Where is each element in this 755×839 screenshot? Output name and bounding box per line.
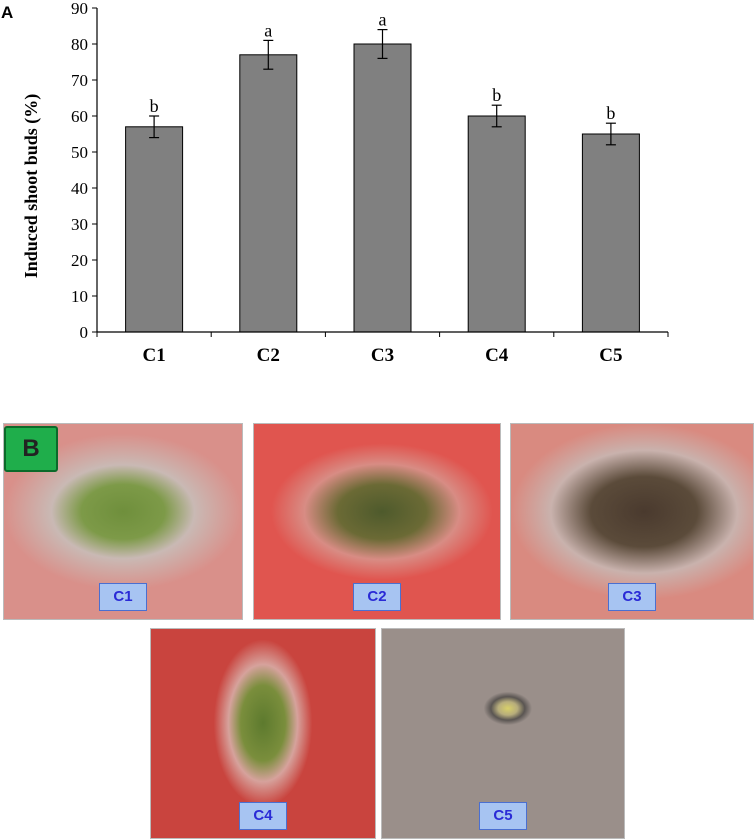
y-tick-label: 40 <box>71 179 88 198</box>
significance-letter: a <box>379 10 387 30</box>
x-tick-label: C4 <box>485 345 509 366</box>
panel-a-label: A <box>1 3 14 22</box>
photo-c4: C4 <box>150 628 376 839</box>
photo-label: C3 <box>608 583 656 611</box>
bar-c2 <box>239 54 298 333</box>
photo-c5: C5 <box>381 628 625 839</box>
significance-letter: b <box>492 85 501 105</box>
photo-c2: C2 <box>253 423 501 620</box>
y-tick-label: 90 <box>71 0 88 18</box>
y-tick-label: 60 <box>71 107 88 126</box>
photo-label: C1 <box>99 583 147 611</box>
bar-c3 <box>353 43 412 333</box>
significance-letter: b <box>150 96 159 116</box>
y-axis-label: Induced shoot buds (%) <box>21 94 42 279</box>
y-tick-label: 10 <box>71 287 88 306</box>
y-tick-label: 70 <box>71 71 88 90</box>
y-tick-label: 50 <box>71 143 88 162</box>
photo-label: C2 <box>353 583 401 611</box>
significance-letter: b <box>606 103 615 123</box>
x-axis: C1 C2 C3 C4 C5 <box>96 331 669 366</box>
bar-c1 <box>125 126 184 333</box>
y-tick-label: 30 <box>71 215 88 234</box>
photo-label: C5 <box>479 802 527 830</box>
bar-c4 <box>467 115 526 333</box>
x-tick-label: C2 <box>257 345 280 366</box>
bar-chart: 0 10 20 30 40 50 60 70 80 90 b a a b b C1 C2 C3 C4 C5 Ind… <box>21 0 669 366</box>
x-tick-label: C5 <box>599 345 622 366</box>
bars: b a a b b <box>125 10 640 333</box>
y-tick-label: 80 <box>71 35 88 54</box>
x-tick-label: C1 <box>142 345 165 366</box>
y-tick-label: 0 <box>80 323 89 342</box>
bar-c5 <box>581 133 640 333</box>
x-tick-label: C3 <box>371 345 394 366</box>
significance-letter: a <box>264 20 272 40</box>
y-axis: 0 10 20 30 40 50 60 70 80 90 <box>71 0 98 342</box>
photo-label: C4 <box>239 802 287 830</box>
panel-b-label: B <box>4 426 58 472</box>
photo-c3: C3 <box>510 423 754 620</box>
y-tick-label: 20 <box>71 251 88 270</box>
